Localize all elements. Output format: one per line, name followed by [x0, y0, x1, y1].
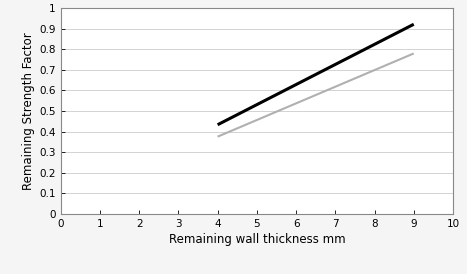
Line: BS 7910: BS 7910 [218, 53, 414, 137]
Y-axis label: Remaining Strength Factor: Remaining Strength Factor [22, 32, 35, 190]
API 579 [215, 123, 220, 126]
BS 7910 [411, 52, 417, 55]
Line: API 579: API 579 [218, 24, 414, 125]
X-axis label: Remaining wall thickness mm: Remaining wall thickness mm [169, 233, 345, 246]
BS 7910 [215, 135, 220, 138]
API 579 [411, 23, 417, 26]
